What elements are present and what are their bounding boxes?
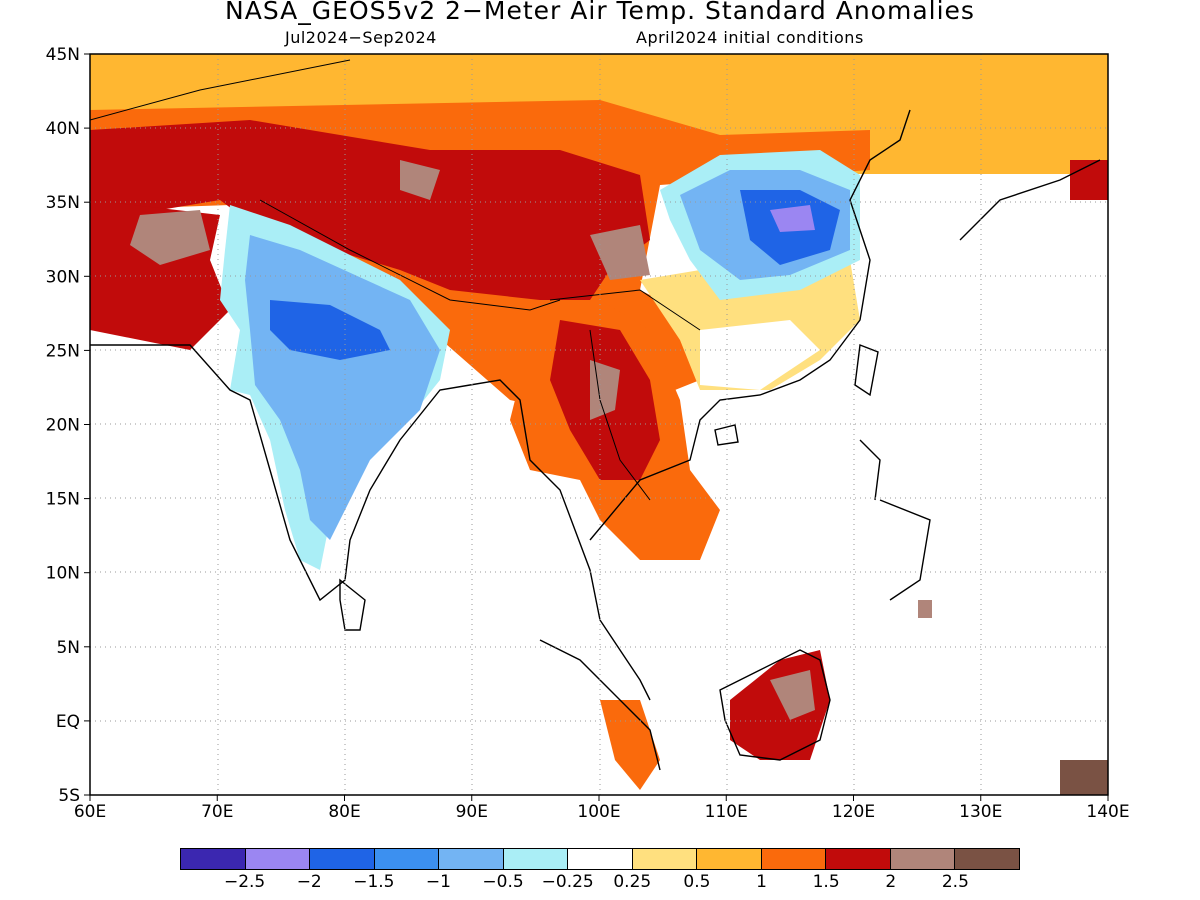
anomaly-region-central-india bbox=[270, 300, 390, 360]
colorbar-swatch bbox=[826, 849, 891, 869]
colorbar-swatch bbox=[503, 849, 569, 869]
colorbar-swatch bbox=[697, 849, 762, 869]
forecast-period: Jul2024−Sep2024 bbox=[285, 28, 437, 47]
lat-tick-label: 5S bbox=[58, 786, 80, 806]
colorbar-label: −1 bbox=[425, 872, 451, 892]
anomaly-region-borneo bbox=[730, 650, 830, 760]
colorbar-label: 1 bbox=[756, 872, 767, 892]
lat-tick-label: 15N bbox=[46, 490, 80, 510]
lon-tick-label: 120E bbox=[832, 802, 875, 822]
colorbar-swatch bbox=[632, 849, 698, 869]
colorbar-swatch bbox=[955, 849, 1019, 869]
graticule bbox=[90, 54, 1108, 795]
colorbar-swatch bbox=[181, 849, 246, 869]
anomaly-region-tibetan-plateau bbox=[90, 120, 650, 300]
lat-tick-label: 40N bbox=[46, 119, 80, 139]
colorbar bbox=[180, 848, 1020, 870]
anomaly-map: 60E 70E 80E 90E 100E 110E 120E 130E 140E 45N 40N 35… bbox=[46, 45, 1130, 822]
map-title: NASA_GEOS5v2 2−Meter Air Temp. Standard … bbox=[225, 0, 975, 25]
colorbar-swatch bbox=[439, 849, 504, 869]
map-fill-layer bbox=[90, 54, 1108, 795]
colorbar-label: −2.5 bbox=[223, 872, 266, 892]
lat-tick-label: 5N bbox=[56, 638, 80, 658]
axis-ticks: 60E 70E 80E 90E 100E 110E 120E 130E 140E 45N 40N 35… bbox=[46, 45, 1130, 822]
lat-tick-label: 30N bbox=[46, 267, 80, 287]
colorbar-swatch bbox=[568, 849, 633, 869]
lon-tick-label: 60E bbox=[74, 802, 106, 822]
lon-tick-label: 80E bbox=[328, 802, 360, 822]
colorbar-label: 0.5 bbox=[683, 872, 711, 892]
colorbar-label: 0.25 bbox=[613, 872, 652, 892]
lat-tick-label: 25N bbox=[46, 341, 80, 361]
lon-tick-label: 110E bbox=[705, 802, 748, 822]
coastline-layer bbox=[90, 109, 1101, 771]
colorbar-swatch bbox=[761, 849, 827, 869]
colorbar-label: −0.5 bbox=[482, 872, 524, 892]
colorbar-swatch bbox=[310, 849, 375, 869]
lat-tick-label: 20N bbox=[46, 416, 80, 436]
colorbar-swatch bbox=[890, 849, 956, 869]
colorbar-label: 2.5 bbox=[941, 872, 969, 892]
lon-tick-label: 140E bbox=[1086, 802, 1129, 822]
border-layer bbox=[90, 59, 701, 501]
lat-tick-label: 35N bbox=[46, 193, 80, 213]
colorbar-label: 1.5 bbox=[812, 872, 840, 892]
initial-conditions: April2024 initial conditions bbox=[636, 28, 864, 47]
colorbar-swatch bbox=[245, 849, 311, 869]
lon-tick-label: 130E bbox=[959, 802, 1002, 822]
lat-tick-label: 45N bbox=[46, 45, 80, 65]
colorbar-label: −2 bbox=[296, 872, 322, 892]
lat-tick-label: 10N bbox=[46, 564, 80, 584]
lon-tick-label: 90E bbox=[456, 802, 488, 822]
colorbar-label: −1.5 bbox=[353, 872, 395, 892]
lon-tick-label: 100E bbox=[577, 802, 620, 822]
colorbar-swatch bbox=[374, 849, 440, 869]
lon-tick-label: 70E bbox=[201, 802, 233, 822]
lat-tick-label: EQ bbox=[56, 712, 80, 732]
colorbar-label: 2 bbox=[885, 872, 897, 892]
colorbar-label: −0.25 bbox=[541, 872, 594, 892]
